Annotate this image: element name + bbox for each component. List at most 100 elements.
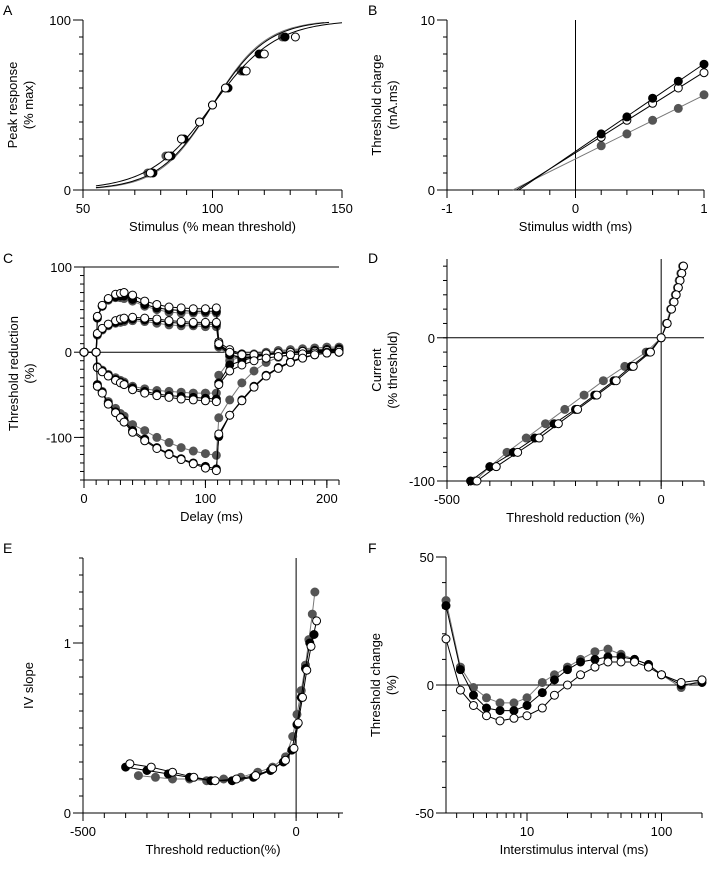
data-point: [298, 353, 308, 363]
data-point: [553, 419, 563, 429]
data-point: [645, 347, 655, 357]
x-tick-label: 100: [202, 201, 224, 216]
data-point: [521, 433, 531, 443]
data-point: [214, 413, 224, 423]
x-tick-label: 10: [520, 824, 534, 839]
data-point: [697, 675, 707, 685]
x-axis-label: Stimulus width (ms): [519, 219, 632, 234]
data-point: [441, 634, 451, 644]
data-point: [312, 616, 322, 626]
panel-e: E -500 0 0 1 Threshold reduction(%) IV slope: [3, 540, 343, 857]
y-tick-label: 0: [64, 806, 71, 821]
data-point: [537, 677, 547, 687]
data-point: [249, 382, 259, 392]
y-tick-label: 10: [421, 13, 435, 28]
panel-a: A 50 100 150 0 100 Stimulus (% mean threshold)…: [3, 2, 353, 234]
y-axis-label: Peak response: [5, 62, 20, 149]
data-point: [468, 690, 478, 700]
data-point: [622, 112, 632, 122]
data-point: [290, 32, 300, 42]
data-point: [79, 347, 89, 357]
data-point: [237, 360, 247, 370]
y-tick-label: 100: [49, 13, 71, 28]
data-point: [522, 711, 532, 721]
data-point: [200, 304, 210, 314]
data-point: [249, 356, 259, 366]
y-axis-label: (mA.ms): [385, 80, 400, 129]
data-point: [152, 443, 162, 453]
data-point: [176, 443, 186, 453]
data-point: [549, 675, 559, 685]
data-point: [152, 391, 162, 401]
y-axis-label: Threshold charge: [369, 54, 384, 155]
data-point: [596, 129, 606, 139]
data-point: [176, 455, 186, 465]
data-point: [119, 288, 129, 298]
data-point: [140, 296, 150, 306]
data-point: [214, 429, 224, 439]
data-point: [699, 59, 709, 69]
fit-line: [512, 94, 705, 191]
data-point: [628, 361, 638, 371]
data-point: [302, 665, 312, 675]
data-point: [576, 670, 586, 680]
data-point: [200, 396, 210, 406]
data-point: [261, 371, 271, 381]
series-gray: [133, 587, 320, 786]
data-point: [164, 316, 174, 326]
data-point: [152, 314, 162, 324]
data-point: [225, 395, 235, 405]
series-gray: [441, 596, 707, 708]
data-point: [576, 657, 586, 667]
data-point: [145, 168, 155, 178]
data-point: [261, 353, 271, 363]
data-point: [468, 700, 478, 710]
data-point: [188, 304, 198, 314]
series-white-40-: [79, 347, 344, 476]
y-tick-label: -100: [46, 430, 72, 445]
data-point: [210, 776, 220, 786]
x-tick-label: 1: [700, 201, 707, 216]
data-point: [481, 693, 491, 703]
y-tick-label: 0: [428, 183, 435, 198]
x-axis-label: Interstimulus interval (ms): [500, 842, 649, 857]
data-point: [307, 609, 317, 619]
data-point: [509, 713, 519, 723]
panel-letter: E: [3, 540, 12, 556]
data-point: [590, 654, 600, 664]
data-point: [293, 718, 303, 728]
data-point: [164, 302, 174, 312]
data-point: [289, 743, 299, 753]
data-point: [211, 466, 221, 476]
data-point: [306, 641, 316, 651]
x-tick-label: 0: [572, 201, 579, 216]
x-tick-label: 100: [651, 824, 673, 839]
x-tick-label: -500: [70, 824, 96, 839]
series-gray: [470, 261, 688, 486]
data-point: [491, 462, 501, 472]
data-point: [603, 644, 613, 654]
data-point: [603, 657, 613, 667]
data-point: [656, 333, 666, 343]
series-gray-40-: [79, 345, 344, 460]
y-tick-label: 0: [427, 678, 434, 693]
data-point: [211, 397, 221, 407]
data-point: [259, 49, 269, 59]
data-point: [622, 129, 632, 139]
data-point: [616, 657, 626, 667]
series-white: [95, 22, 343, 187]
data-point: [97, 323, 107, 333]
data-point: [285, 357, 295, 367]
y-axis-label: (% threshold): [385, 331, 400, 408]
series-line: [445, 600, 703, 704]
series-gray: [512, 90, 709, 191]
y-tick-label: 0: [65, 345, 72, 360]
data-point: [699, 90, 709, 100]
data-point: [560, 404, 570, 414]
panel-f: F 10 100 -50 0 50 Interstimulus interval (ms) T…: [368, 540, 707, 857]
data-point: [310, 587, 320, 597]
x-axis-label: Threshold reduction (%): [506, 510, 645, 525]
data-point: [219, 774, 229, 784]
data-point: [592, 390, 602, 400]
data-point: [322, 348, 332, 358]
